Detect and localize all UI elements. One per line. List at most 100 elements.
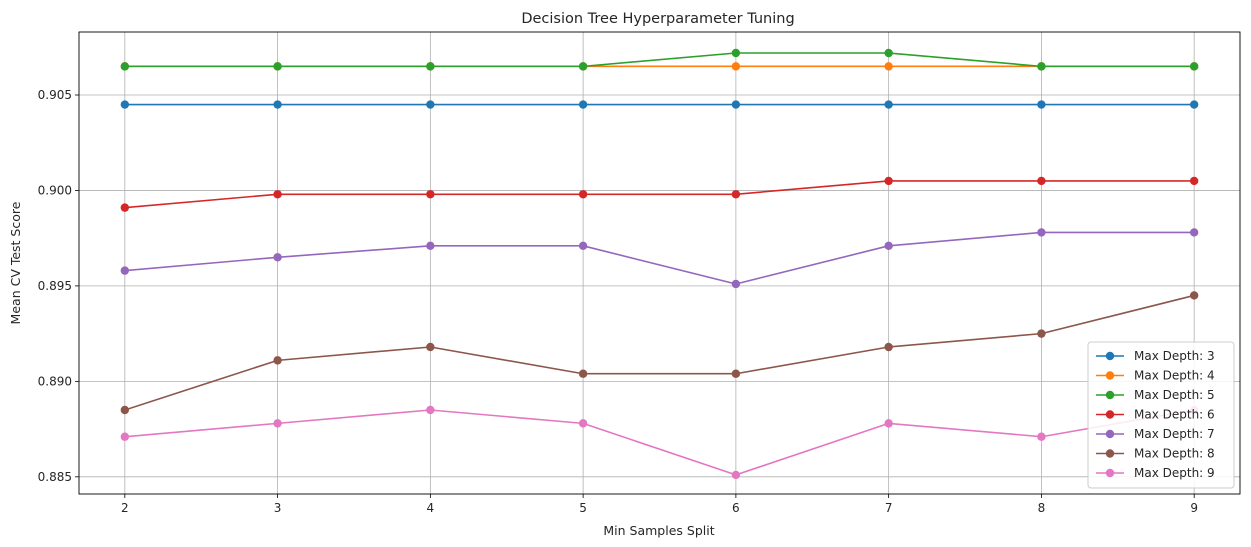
x-tick-label: 3	[274, 501, 282, 515]
grid-lines	[79, 32, 1240, 494]
legend-item: Max Depth: 7	[1096, 427, 1215, 441]
data-point	[884, 241, 893, 251]
data-point	[578, 419, 588, 428]
y-tick-label: 0.895	[38, 279, 72, 293]
legend-item: Max Depth: 5	[1096, 388, 1215, 402]
data-point	[1037, 62, 1046, 71]
data-point	[1037, 329, 1046, 338]
data-point	[884, 342, 893, 352]
legend-marker	[1105, 371, 1115, 380]
series-6	[120, 291, 1199, 415]
legend-item: Max Depth: 3	[1096, 349, 1215, 363]
series-7	[120, 405, 1199, 480]
data-point	[120, 203, 130, 212]
data-point	[273, 419, 282, 428]
legend-label: Max Depth: 7	[1134, 427, 1215, 441]
data-point	[273, 190, 282, 199]
legend-marker	[1105, 449, 1115, 458]
data-point	[273, 62, 282, 71]
data-point	[426, 62, 435, 71]
data-point	[426, 241, 435, 251]
data-point	[120, 405, 130, 415]
data-point	[426, 190, 435, 199]
data-point	[731, 100, 741, 109]
y-tick-label: 0.890	[38, 374, 72, 388]
data-point	[426, 342, 435, 352]
series-line	[124, 231, 1195, 285]
x-tick-label: 8	[1038, 501, 1046, 515]
data-point	[884, 62, 893, 71]
axis-ticks: 2 3 4 5 6 7 8 9 0.885 0.890 0.895 0.900 0.905	[38, 88, 1198, 515]
data-point	[1189, 176, 1199, 186]
y-tick-label: 0.900	[38, 183, 72, 197]
data-point	[273, 253, 282, 262]
series-line	[124, 180, 1195, 209]
y-tick-label: 0.905	[38, 88, 72, 102]
data-point	[1037, 100, 1046, 109]
legend-item: Max Depth: 8	[1096, 447, 1215, 461]
series-4	[120, 176, 1199, 212]
x-tick-label: 4	[427, 501, 435, 515]
data-point	[1037, 432, 1046, 441]
data-point	[731, 190, 741, 199]
series-3	[120, 48, 1199, 71]
y-axis-label: Mean CV Test Score	[8, 201, 23, 324]
data-point	[426, 405, 435, 415]
data-point	[731, 470, 741, 480]
data-point	[120, 432, 130, 441]
x-tick-label: 9	[1190, 501, 1198, 515]
data-point	[731, 48, 741, 58]
legend: Max Depth: 3 Max Depth: 4 Max Depth: 5 Max …	[1087, 341, 1235, 489]
data-point	[426, 100, 435, 109]
data-point	[120, 266, 130, 275]
data-point	[273, 100, 282, 109]
y-tick-label: 0.885	[38, 470, 72, 484]
data-point	[1037, 228, 1046, 237]
legend-label: Max Depth: 6	[1134, 408, 1215, 422]
x-tick-label: 7	[885, 501, 893, 515]
data-point	[578, 62, 588, 71]
legend-item: Max Depth: 9	[1096, 466, 1215, 480]
data-point	[884, 48, 893, 58]
legend-item: Max Depth: 4	[1096, 369, 1215, 383]
data-point	[578, 100, 588, 109]
legend-item: Max Depth: 6	[1096, 408, 1215, 422]
series-1	[120, 100, 1199, 109]
data-point	[578, 241, 588, 251]
x-axis-label: Min Samples Split	[603, 523, 714, 538]
data-point	[578, 369, 588, 378]
data-point	[884, 176, 893, 186]
series-line	[124, 294, 1195, 411]
legend-label: Max Depth: 9	[1134, 466, 1215, 480]
data-point	[273, 356, 282, 365]
legend-marker	[1105, 410, 1115, 419]
x-tick-label: 5	[579, 501, 587, 515]
data-point	[1189, 62, 1199, 71]
legend-marker	[1105, 351, 1115, 361]
series-5	[120, 228, 1199, 289]
data-point	[1189, 100, 1199, 109]
legend-marker	[1105, 390, 1115, 400]
series-line	[124, 52, 1195, 68]
data-point	[1189, 291, 1199, 300]
legend-marker	[1105, 429, 1115, 439]
x-tick-label: 2	[121, 501, 129, 515]
legend-label: Max Depth: 5	[1134, 388, 1215, 402]
legend-label: Max Depth: 4	[1134, 369, 1215, 383]
legend-label: Max Depth: 3	[1134, 349, 1215, 363]
data-point	[731, 279, 741, 289]
data-point	[884, 100, 893, 109]
plot-frame	[78, 31, 1241, 495]
data-point	[120, 100, 130, 109]
data-point	[578, 190, 588, 199]
data-point	[120, 62, 130, 71]
data-point	[1037, 176, 1046, 186]
data-point	[1189, 228, 1199, 237]
series-lines	[120, 48, 1199, 480]
series-line	[124, 409, 1195, 476]
legend-box	[1087, 341, 1235, 489]
x-tick-label: 6	[732, 501, 740, 515]
legend-marker	[1105, 468, 1115, 478]
chart-title: Decision Tree Hyperparameter Tuning	[521, 11, 794, 27]
